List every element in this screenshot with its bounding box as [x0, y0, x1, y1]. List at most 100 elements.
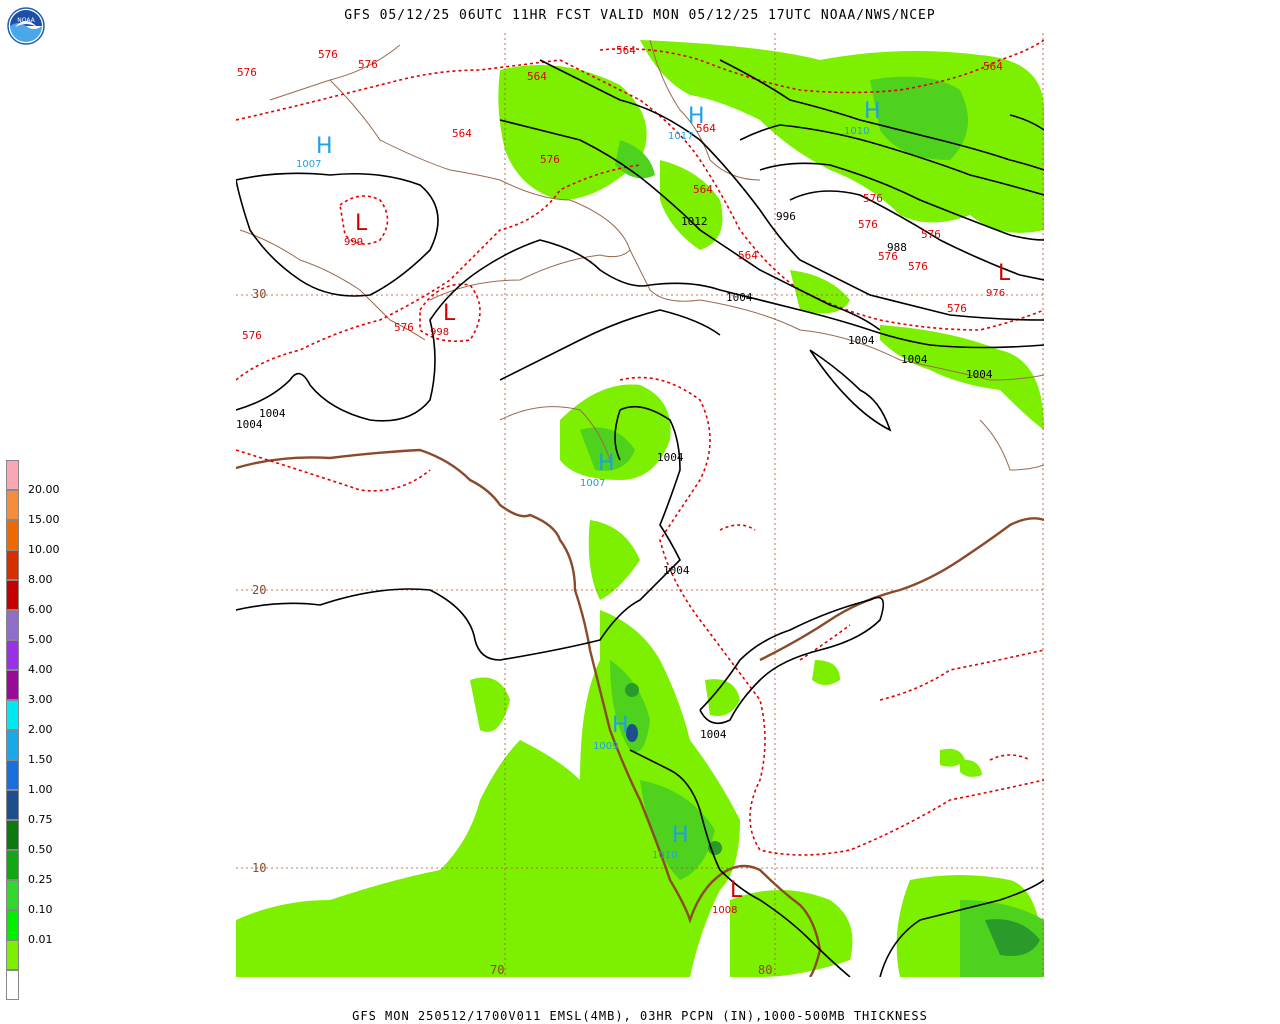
legend-swatch: [6, 700, 19, 730]
isobars: [236, 59, 1044, 977]
thickness-label: 564: [616, 44, 636, 57]
borders: [239, 39, 1044, 471]
isobar-label: 1004: [657, 451, 684, 464]
legend-label: 8.00: [28, 573, 53, 586]
thickness-label: 576: [358, 58, 378, 71]
isobar-labels: 1012 996 988 1004 1004 1004 1004 1004 10…: [236, 210, 993, 741]
thickness-label: 564: [693, 183, 713, 196]
isobar-label: 1004: [848, 334, 875, 347]
precip-area: [660, 160, 723, 250]
legend-label: 1.00: [28, 783, 53, 796]
legend-swatch: [6, 760, 19, 790]
high-center-value: 1010: [652, 850, 677, 861]
svg-text:NOAA: NOAA: [17, 17, 35, 24]
lat-label-20: 20: [252, 583, 266, 597]
high-center-value: 1007: [580, 478, 605, 489]
precip-area-medium: [870, 76, 968, 160]
high-center-symbol: H: [612, 713, 629, 738]
legend-swatch: [6, 970, 19, 1000]
legend-label: 0.25: [28, 873, 53, 886]
legend-swatch: [6, 820, 19, 850]
isobar-label: 1004: [259, 407, 286, 420]
thickness-label: 564: [452, 127, 472, 140]
legend-swatch: [6, 790, 19, 820]
high-center-value: 1007: [296, 159, 321, 170]
precip-area: [705, 679, 740, 716]
legend-swatch: [6, 940, 19, 970]
thickness-label: 576: [921, 228, 941, 241]
thickness-label: 576: [858, 218, 878, 231]
low-center-value: 976: [986, 288, 1005, 299]
low-center-value: 1008: [712, 905, 737, 916]
high-center-symbol: H: [672, 823, 689, 848]
legend-swatch: [6, 520, 19, 550]
thickness-label: 576: [318, 48, 338, 61]
high-center-symbol: H: [316, 134, 333, 159]
low-center-symbol: L: [355, 211, 368, 236]
thickness-label: 576: [947, 302, 967, 315]
thickness-label: 564: [527, 70, 547, 83]
high-center-symbol: H: [864, 99, 881, 124]
high-center-symbol: H: [688, 104, 705, 129]
lat-label-10: 10: [252, 861, 266, 875]
precip-area: [880, 325, 1044, 430]
legend-label: 2.00: [28, 723, 53, 736]
precip-area-medium: [640, 780, 715, 880]
legend-label: 0.01: [28, 933, 53, 946]
thickness-label: 576: [242, 329, 262, 342]
precip-area-medium: [580, 427, 635, 471]
thickness-label: 576: [237, 66, 257, 79]
grid-labels: 30 20 10 70 80: [252, 287, 772, 977]
legend-label: 5.00: [28, 633, 53, 646]
precip-area: [470, 677, 510, 732]
precip-area-max: [626, 724, 638, 742]
legend-swatch: [6, 910, 19, 940]
legend-label: 3.00: [28, 693, 53, 706]
precip-area: [730, 890, 853, 977]
precip-area: [812, 660, 840, 685]
legend-label: 0.50: [28, 843, 53, 856]
thickness-contours: [236, 39, 1044, 856]
isobar-label: 1004: [966, 368, 993, 381]
coastline: [236, 448, 1044, 977]
precip-area: [960, 759, 982, 777]
legend-label: 0.75: [28, 813, 53, 826]
precipitation-shading: [236, 40, 1044, 977]
legend-label: 20.00: [28, 483, 60, 496]
legend-label: 0.10: [28, 903, 53, 916]
precip-area-heavy: [625, 683, 639, 697]
thickness-label: 576: [540, 153, 560, 166]
high-center-value: 1010: [844, 126, 869, 137]
legend-swatch: [6, 490, 19, 520]
low-center-symbol: L: [998, 261, 1011, 286]
legend-label: 10.00: [28, 543, 60, 556]
precip-area: [498, 65, 647, 200]
noaa-logo: NOAA: [7, 7, 45, 45]
isobar-label: 1004: [726, 291, 753, 304]
map-plot-area: [236, 33, 1044, 977]
legend-label: 6.00: [28, 603, 53, 616]
isobar-label: 988: [887, 241, 907, 254]
high-center-value: 1009: [593, 741, 618, 752]
thickness-label: 576: [863, 192, 883, 205]
isobar-label: 1004: [700, 728, 727, 741]
legend-swatch: [6, 880, 19, 910]
isobar-label: 1004: [236, 418, 263, 431]
latlon-grid: [236, 33, 1044, 977]
precip-area: [940, 748, 965, 767]
legend-swatch: [6, 850, 19, 880]
legend-label: 4.00: [28, 663, 53, 676]
thickness-label: 564: [738, 249, 758, 262]
low-center-value: 998: [430, 327, 449, 338]
precip-area-medium: [615, 140, 655, 179]
thickness-label: 576: [394, 321, 414, 334]
high-center-value: 1017: [668, 131, 693, 142]
forecast-title: GFS 05/12/25 06UTC 11HR FCST VALID MON 0…: [344, 8, 936, 23]
thickness-label: 564: [983, 60, 1003, 73]
isobar-label: 1004: [901, 353, 928, 366]
legend-label: 15.00: [28, 513, 60, 526]
legend-swatch: [6, 580, 19, 610]
thickness-labels: 576 576 576 576 576 576 576 576 576 576 …: [237, 44, 1003, 342]
precip-area-medium: [610, 660, 650, 752]
